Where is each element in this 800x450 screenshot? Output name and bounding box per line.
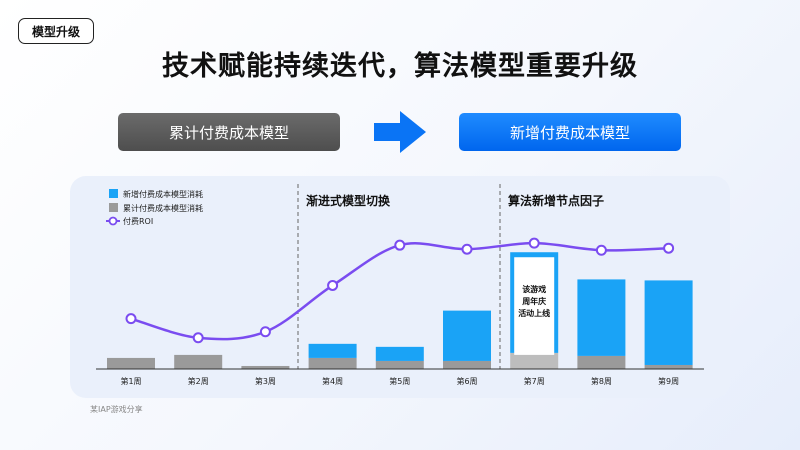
- bar-cumulative: [577, 355, 626, 369]
- bar-new: [644, 280, 693, 365]
- footnote: 某IAP游戏分享: [90, 405, 143, 414]
- x-tick-label: 第3周: [255, 376, 276, 386]
- legend-swatch-cumulative: [109, 203, 118, 212]
- callout-text: 活动上线: [518, 308, 550, 318]
- x-tick-label: 第7周: [524, 376, 545, 386]
- bar-cumulative: [107, 357, 155, 369]
- roi-point: [192, 332, 204, 344]
- bar-cumulative: [644, 364, 693, 369]
- roi-point: [461, 243, 473, 255]
- bar-cumulative: [443, 360, 491, 369]
- roi-point: [125, 313, 137, 325]
- old-model-pill: 累计付费成本模型: [118, 113, 340, 151]
- bar-new: [375, 346, 424, 361]
- bar-new: [443, 310, 491, 361]
- legend-label-roi: 付费ROI: [123, 216, 153, 226]
- callout-text: 周年庆: [522, 296, 546, 306]
- x-tick-label: 第9周: [658, 376, 679, 386]
- bar-new: [577, 279, 626, 356]
- x-tick-label: 第6周: [456, 376, 477, 386]
- x-tick-label: 第2周: [188, 376, 209, 386]
- legend-swatch-new: [109, 189, 118, 198]
- legend-marker-roi: [108, 216, 118, 226]
- bar-cumulative: [375, 360, 424, 369]
- bar-cumulative: [308, 357, 357, 369]
- legend-label-cumulative: 累计付费成本模型消耗: [123, 203, 203, 213]
- bar-new: [308, 343, 357, 358]
- phase-label-3: 算法新增节点因子: [508, 193, 604, 208]
- roi-point: [595, 244, 607, 256]
- x-tick-label: 第1周: [120, 376, 141, 386]
- right-arrow-icon: [374, 111, 426, 153]
- x-tick-label: 第8周: [591, 376, 612, 386]
- roi-point: [528, 237, 540, 249]
- phase-label-2: 渐进式模型切换: [306, 193, 391, 208]
- x-tick-label: 第5周: [389, 376, 410, 386]
- roi-point: [327, 279, 339, 291]
- roi-point: [259, 326, 271, 338]
- x-tick-label: 第4周: [322, 376, 343, 386]
- bar-cumulative: [510, 352, 559, 369]
- new-model-pill: 新增付费成本模型: [459, 113, 681, 151]
- page-title: 技术赋能持续迭代，算法模型重要升级: [162, 51, 638, 82]
- section-tag: 模型升级: [18, 18, 94, 44]
- bar-cumulative: [241, 365, 290, 369]
- callout-box: [514, 257, 555, 355]
- roi-point: [663, 242, 675, 254]
- callout-text: 该游戏: [522, 284, 546, 294]
- roi-point: [394, 239, 406, 251]
- bar-cumulative: [174, 354, 223, 369]
- legend-label-new: 新增付费成本模型消耗: [123, 189, 203, 199]
